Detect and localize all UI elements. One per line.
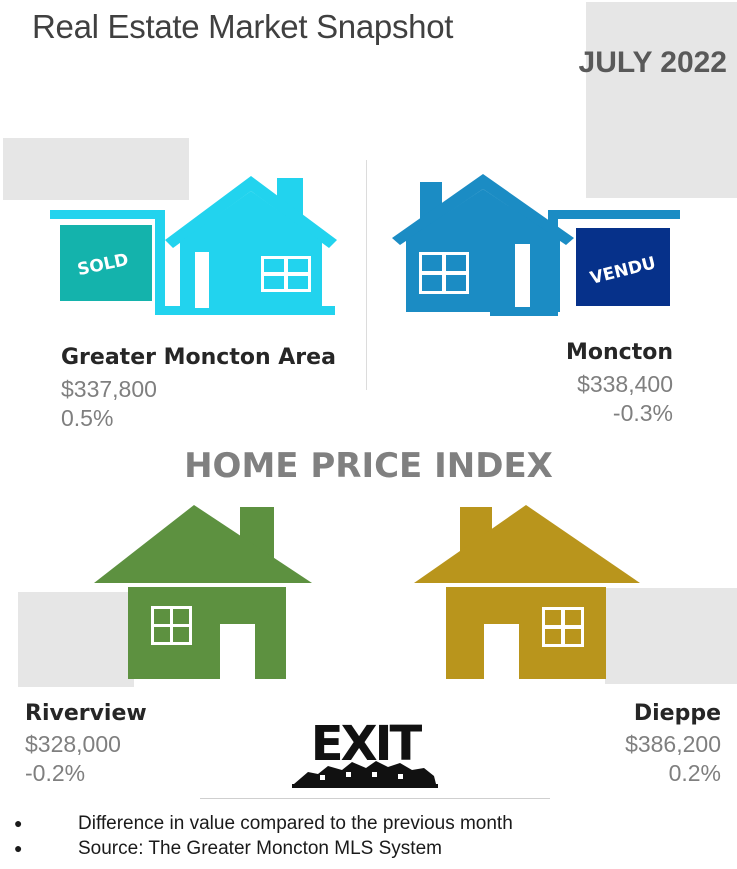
area-price-greater-moncton: $337,800	[61, 376, 157, 402]
bullet-icon: ●	[14, 840, 23, 856]
house-vendu-icon: VENDU	[392, 174, 680, 316]
section-title: HOME PRICE INDEX	[184, 446, 553, 486]
area-name-dieppe: Dieppe	[633, 701, 721, 726]
exit-logo-text: EXIT	[311, 716, 423, 772]
area-price-moncton: $338,400	[577, 371, 673, 397]
area-change-dieppe: 0.2%	[668, 760, 721, 786]
background-block	[605, 588, 737, 684]
house-sold-icon: SOLD	[50, 176, 337, 315]
area-name-riverview: Riverview	[25, 701, 147, 726]
area-price-riverview: $328,000	[25, 731, 121, 757]
footnote-source: Source: The Greater Moncton MLS System	[78, 838, 442, 859]
report-month: JULY 2022	[578, 46, 727, 79]
divider	[366, 160, 367, 390]
house-riverview-icon	[94, 505, 312, 679]
bullet-icon: ●	[14, 815, 23, 831]
area-name-greater-moncton: Greater Moncton Area	[61, 345, 336, 370]
background-block	[3, 138, 189, 200]
page-title: Real Estate Market Snapshot	[32, 8, 454, 45]
divider	[200, 798, 550, 799]
exit-logo: EXIT	[292, 716, 438, 788]
area-price-dieppe: $386,200	[625, 731, 721, 757]
house-dieppe-icon	[414, 505, 640, 679]
area-change-riverview: -0.2%	[25, 760, 86, 786]
area-change-greater-moncton: 0.5%	[61, 405, 114, 431]
area-name-moncton: Moncton	[565, 340, 673, 365]
area-change-moncton: -0.3%	[612, 400, 673, 426]
background-block	[18, 592, 134, 687]
footnote-difference: Difference in value compared to the prev…	[78, 813, 513, 834]
background-block	[586, 2, 737, 198]
